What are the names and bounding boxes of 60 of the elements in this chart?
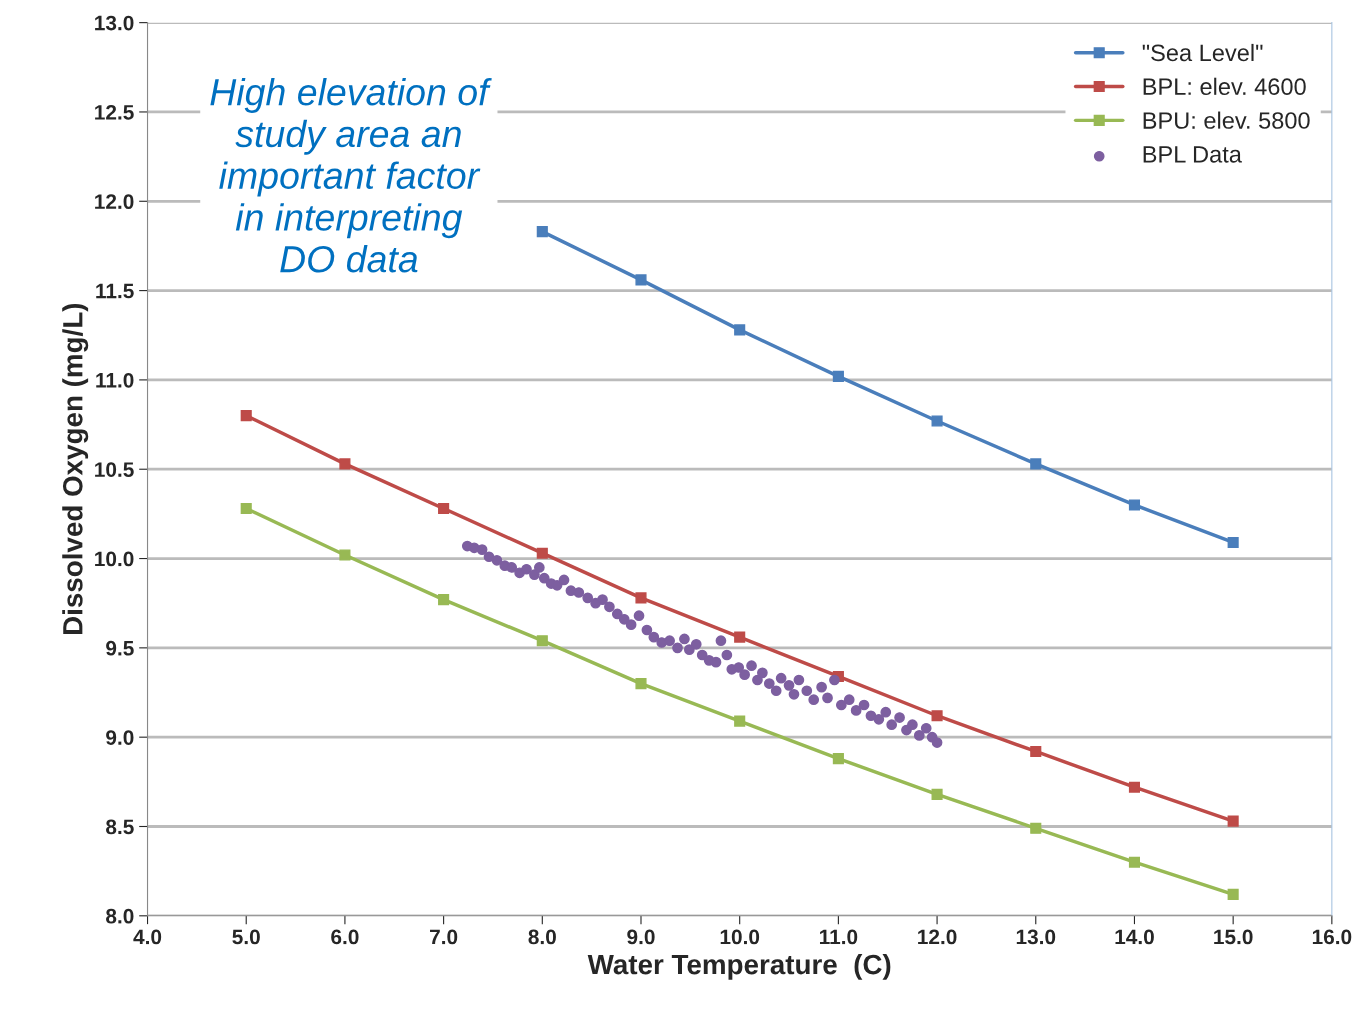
point [339, 458, 351, 470]
y-tick-label: 10.5 [95, 462, 134, 477]
x-tick-label: 15.0 [1214, 929, 1253, 945]
y-tick-label: 8.0 [106, 908, 134, 924]
legend-label: "Sea Level" [1142, 43, 1263, 62]
legend-label: BPU: elev. 5800 [1143, 111, 1310, 129]
point [1128, 781, 1141, 793]
point [635, 678, 647, 690]
x-tick-label: 6.0 [331, 929, 359, 945]
point [832, 753, 844, 765]
x-tick-label: 14.0 [1115, 929, 1154, 945]
point [1227, 888, 1239, 900]
point [931, 788, 943, 800]
x-tick-label: 16.0 [1312, 929, 1352, 945]
point [1227, 536, 1239, 549]
point [1128, 499, 1141, 511]
x-axis-title: Water Temperature (C) [587, 953, 891, 980]
point [635, 592, 647, 604]
point [240, 502, 252, 515]
point [339, 549, 351, 561]
point [734, 324, 746, 336]
y-tick-label: 12.0 [95, 194, 134, 210]
y-tick-label: 13.0 [95, 15, 134, 31]
y-tick-label: 9.5 [106, 640, 134, 656]
point [1128, 856, 1141, 868]
point [1030, 458, 1042, 470]
y-tick-label: 11.5 [96, 283, 134, 299]
point [240, 410, 252, 422]
point [1030, 745, 1042, 758]
legend-label: BPL Data [1143, 146, 1242, 163]
x-tick-label: 9.0 [627, 929, 655, 945]
x-tick-label: 13.0 [1016, 929, 1056, 945]
annotation: High elevation of study area an important factor in interpreting DO data [210, 77, 492, 273]
point [734, 715, 746, 727]
point [635, 274, 647, 286]
legend-label: BPL: elev. 4600 [1143, 77, 1306, 96]
y-axis-title: Dissolved Oxygen (mg/L) [62, 303, 89, 635]
point [734, 631, 746, 643]
x-tick-label: 4.0 [133, 929, 162, 945]
point [1030, 822, 1042, 834]
point [931, 415, 943, 427]
y-tick-label: 12.5 [95, 104, 134, 120]
x-tick-label: 12.0 [918, 929, 957, 945]
x-tick-label: 11.0 [820, 929, 858, 945]
point [536, 547, 548, 559]
point [438, 502, 450, 515]
point [536, 226, 548, 238]
point [438, 594, 450, 606]
x-tick-label: 8.0 [528, 929, 556, 945]
x-tick-label: 10.0 [720, 929, 760, 945]
y-tick-label: 11.0 [96, 372, 134, 388]
point [536, 635, 548, 647]
point [832, 370, 844, 382]
point [1227, 815, 1239, 827]
point [931, 710, 943, 722]
y-tick-label: 8.5 [106, 819, 134, 835]
x-tick-label: 5.0 [232, 929, 260, 945]
y-tick-label: 9.0 [106, 730, 134, 745]
x-tick-label: 7.0 [430, 929, 458, 945]
y-tick-label: 10.0 [95, 551, 134, 567]
